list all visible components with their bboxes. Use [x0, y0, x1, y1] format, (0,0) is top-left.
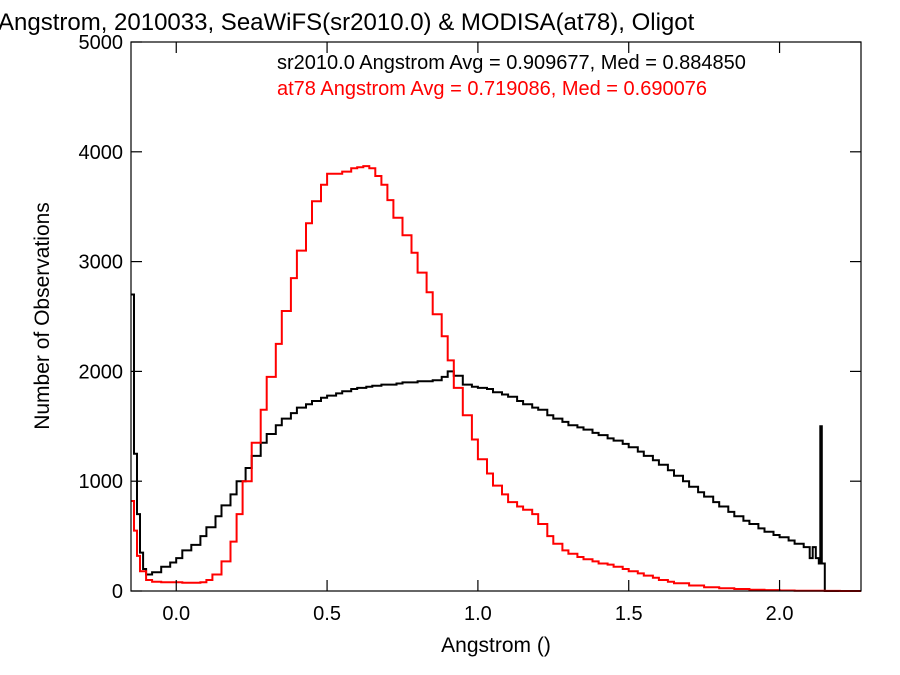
series-at78-line	[131, 165, 861, 592]
y-tick-label: 3000	[79, 252, 124, 274]
chart-title: Angstrom, 2010033, SeaWiFS(sr2010.0) & M…	[0, 9, 695, 36]
x-tick-label: 2.0	[766, 603, 794, 625]
y-tick-label: 4000	[79, 142, 124, 164]
y-axis-ticks: 0 1000 2000 3000 4000 5000	[79, 32, 861, 603]
x-tick-label: 1.0	[464, 603, 492, 625]
y-tick-label: 5000	[79, 32, 124, 54]
x-tick-label: 0.5	[313, 603, 341, 625]
plot-frame	[130, 41, 862, 592]
series-sr2010.0-line	[131, 293, 861, 592]
x-axis-ticks: 0.0 0.5 1.0 1.5 2.0	[162, 42, 793, 625]
x-tick-label: 0.0	[162, 603, 190, 625]
y-tick-label: 0	[112, 581, 123, 603]
series-layer	[131, 165, 861, 592]
y-axis-label: Number of Observations	[31, 202, 54, 430]
stat-label-sr2010: sr2010.0 Angstrom Avg = 0.909677, Med = …	[277, 52, 746, 74]
stat-label-at78: at78 Angstrom Avg = 0.719086, Med = 0.69…	[277, 78, 707, 100]
x-tick-label: 1.5	[615, 603, 643, 625]
y-tick-label: 1000	[79, 471, 124, 493]
y-tick-label: 2000	[79, 361, 124, 383]
x-axis-label: Angstrom ()	[441, 634, 551, 657]
